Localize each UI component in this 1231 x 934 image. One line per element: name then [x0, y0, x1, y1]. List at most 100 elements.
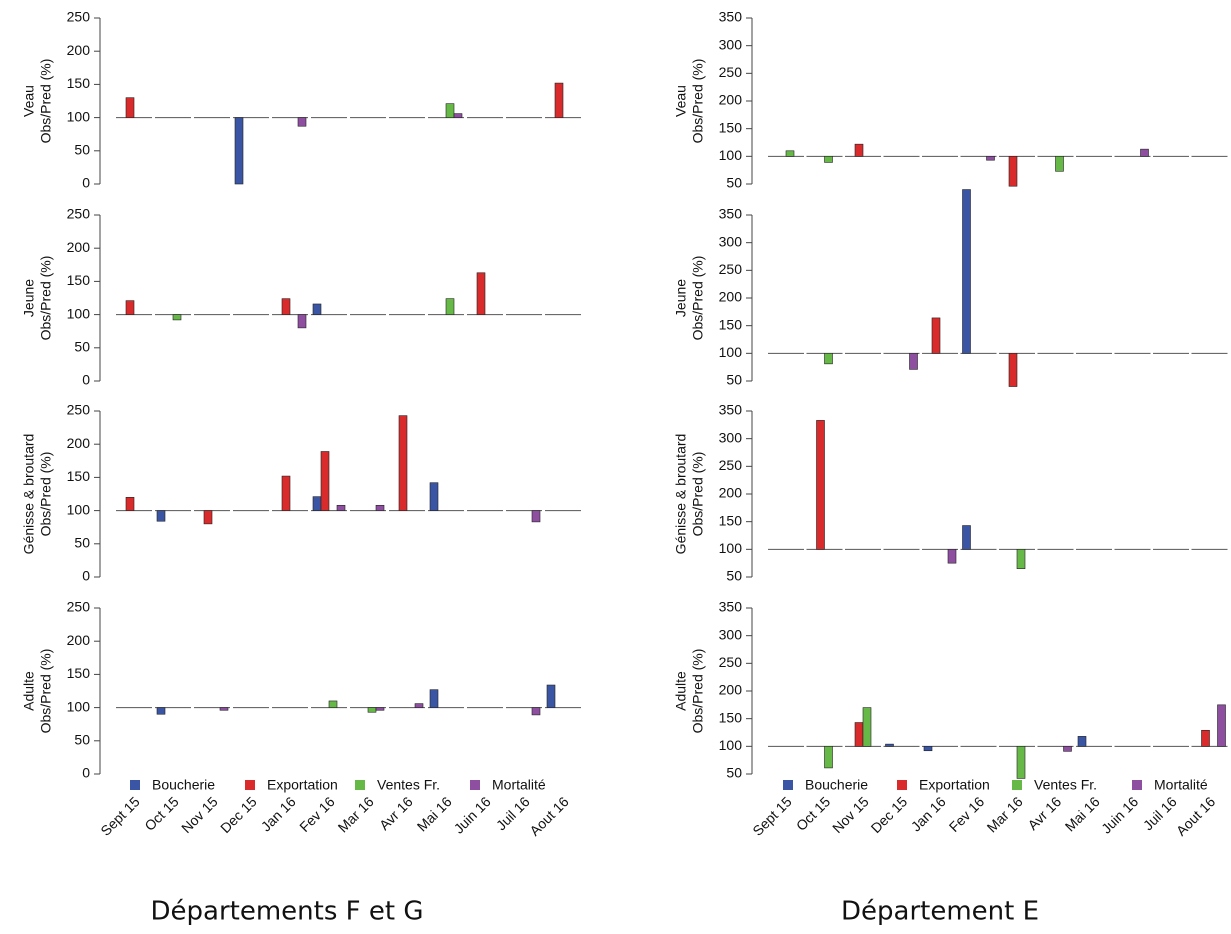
y-tick-label: 100 [719, 147, 743, 163]
y-tick-label: 300 [719, 36, 743, 52]
bar [923, 746, 933, 752]
bar [854, 722, 864, 747]
y-axis-label: Obs/Pred (%) [38, 452, 54, 537]
x-tick-label: Nov 15 [829, 793, 872, 836]
x-tick-label: Juin 16 [1098, 793, 1141, 836]
legend-swatch [355, 780, 365, 790]
x-tick-label: Avr 16 [376, 793, 416, 833]
y-axis-label: Adulte [21, 671, 37, 711]
bar [320, 451, 330, 511]
y-tick-label: 250 [67, 599, 91, 615]
y-tick-label: 300 [719, 233, 743, 249]
bar [885, 743, 894, 747]
y-tick-label: 150 [719, 512, 743, 528]
x-tick-label: Sept 15 [97, 793, 143, 839]
y-tick-label: 200 [719, 485, 743, 501]
y-tick-label: 100 [719, 344, 743, 360]
y-tick-label: 50 [74, 535, 90, 551]
bar [312, 496, 322, 511]
y-tick-label: 150 [67, 665, 91, 681]
bar [947, 549, 957, 564]
y-axis-label: Jeune [21, 279, 37, 317]
x-tick-label: Mar 16 [335, 793, 377, 835]
y-tick-label: 50 [726, 568, 742, 584]
y-tick-label: 250 [719, 457, 743, 473]
chart-title: Départements F et G [151, 897, 424, 927]
bar [1055, 156, 1064, 172]
x-tick-label: Avr 16 [1024, 793, 1064, 833]
y-tick-label: 50 [726, 372, 742, 388]
y-tick-label: 250 [67, 206, 91, 222]
legend-label: Boucherie [805, 777, 868, 793]
bar [281, 298, 291, 315]
y-tick-label: 200 [67, 42, 91, 58]
x-tick-label: Sept 15 [749, 793, 795, 839]
x-tick-label: Mar 16 [984, 793, 1026, 835]
bar [1008, 353, 1018, 387]
legend-label: Mortalité [1154, 777, 1208, 793]
legend-swatch [897, 780, 907, 790]
legend-label: Ventes Fr. [1034, 777, 1097, 793]
y-axis-label: Génisse & broutard [673, 434, 689, 555]
y-axis-label: Veau [673, 85, 689, 117]
x-tick-label: Oct 15 [793, 793, 834, 834]
bar [546, 684, 556, 708]
y-tick-label: 200 [67, 435, 91, 451]
y-tick-label: 200 [719, 682, 743, 698]
y-tick-label: 350 [719, 9, 743, 25]
y-tick-label: 350 [719, 599, 743, 615]
legend-swatch [130, 780, 140, 790]
bar [824, 156, 833, 163]
legend-swatch [245, 780, 255, 790]
x-tick-label: Mai 16 [414, 793, 455, 834]
bar [445, 298, 455, 315]
bar [1201, 729, 1210, 747]
legend-label: Exportation [919, 777, 990, 793]
y-axis-label: Adulte [673, 671, 689, 711]
y-axis-label: Obs/Pred (%) [690, 649, 706, 734]
bar [816, 420, 825, 550]
y-tick-label: 250 [67, 402, 91, 418]
bar [1063, 746, 1072, 752]
bar [909, 353, 918, 370]
y-tick-label: 150 [719, 709, 743, 725]
bar [962, 189, 971, 354]
bar [554, 82, 564, 118]
bar [862, 707, 872, 747]
bar [962, 525, 971, 550]
legend-label: Boucherie [152, 777, 215, 793]
bar [824, 746, 833, 769]
y-tick-label: 0 [82, 568, 90, 584]
bar [1217, 704, 1226, 747]
bar [854, 143, 864, 157]
bar [429, 689, 439, 708]
bar [824, 353, 833, 365]
y-tick-label: 300 [719, 626, 743, 642]
bar [297, 314, 307, 329]
legend-label: Ventes Fr. [377, 777, 440, 793]
bar [531, 510, 541, 523]
legend-swatch [470, 780, 480, 790]
bar [398, 415, 408, 511]
y-axis-label: Obs/Pred (%) [38, 59, 54, 144]
y-tick-label: 250 [719, 64, 743, 80]
x-tick-label: Oct 15 [141, 793, 182, 834]
y-tick-label: 0 [82, 372, 90, 388]
bar [297, 117, 307, 127]
y-tick-label: 200 [67, 239, 91, 255]
y-axis-label: Veau [21, 85, 37, 117]
legend-label: Mortalité [492, 777, 546, 793]
y-tick-label: 50 [74, 732, 90, 748]
x-tick-label: Jan 16 [258, 793, 299, 834]
bar [281, 475, 291, 511]
bar [125, 300, 135, 315]
bar [156, 707, 166, 715]
y-axis-label: Génisse & broutard [21, 434, 37, 555]
bar [1016, 549, 1026, 569]
bar [531, 707, 541, 716]
y-tick-label: 300 [719, 429, 743, 445]
bar [375, 707, 385, 711]
y-tick-label: 50 [726, 765, 742, 781]
y-axis-label: Obs/Pred (%) [38, 649, 54, 734]
